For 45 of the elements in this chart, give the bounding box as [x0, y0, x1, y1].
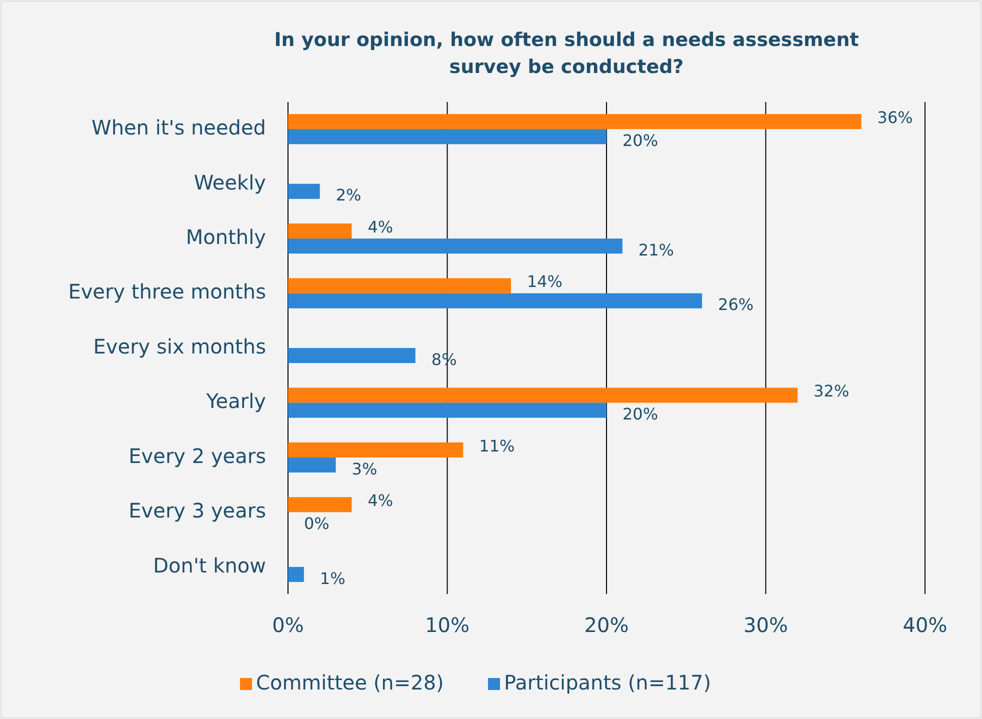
bar	[288, 238, 622, 254]
data-label: 4%	[368, 217, 394, 236]
x-tick-label: 30%	[744, 613, 788, 637]
x-tick-label: 40%	[902, 613, 948, 637]
y-tick-label: Every 3 years	[128, 498, 266, 523]
bar	[288, 223, 352, 239]
data-label: 4%	[368, 491, 394, 510]
y-tick-label: When it's needed	[92, 116, 266, 140]
bar	[288, 114, 862, 130]
legend-label: Committee (n=28)	[256, 670, 444, 694]
data-label: 11%	[479, 436, 515, 456]
bar	[288, 497, 352, 512]
data-label: 2%	[336, 186, 362, 205]
x-tick-label: 10%	[425, 613, 470, 637]
bar	[288, 184, 320, 199]
y-tick-label: Every six months	[93, 334, 266, 358]
y-tick-label: Monthly	[186, 225, 266, 250]
data-label: 20%	[622, 404, 658, 424]
legend-label: Participants (n=117)	[504, 670, 712, 694]
chart-title: In your opinion, how often should a needs assessment survey be conducted?	[274, 29, 859, 78]
bar	[288, 388, 798, 403]
bar	[288, 129, 606, 144]
x-tick-label: 20%	[584, 613, 629, 637]
bar	[288, 457, 336, 473]
bar	[288, 278, 511, 294]
data-label: 36%	[877, 108, 913, 127]
data-label: 20%	[622, 130, 658, 150]
y-tick-label: Don't know	[153, 553, 266, 578]
data-label: 3%	[352, 459, 378, 478]
x-tick-label: 0%	[272, 613, 304, 637]
y-tick-label: Every 2 years	[128, 444, 266, 468]
y-tick-label: Yearly	[205, 389, 266, 414]
bar	[288, 442, 464, 458]
y-tick-label: Weekly	[194, 170, 266, 194]
bar	[288, 348, 416, 364]
data-label: 26%	[718, 295, 754, 314]
y-tick-label: Every three months	[68, 280, 266, 304]
bar	[288, 293, 702, 308]
data-label: 21%	[638, 240, 674, 260]
data-label: 32%	[814, 382, 850, 401]
data-label: 1%	[320, 568, 346, 588]
data-label: 0%	[304, 514, 330, 534]
bar	[288, 402, 606, 418]
data-label: 14%	[526, 272, 563, 292]
bar	[288, 566, 304, 582]
